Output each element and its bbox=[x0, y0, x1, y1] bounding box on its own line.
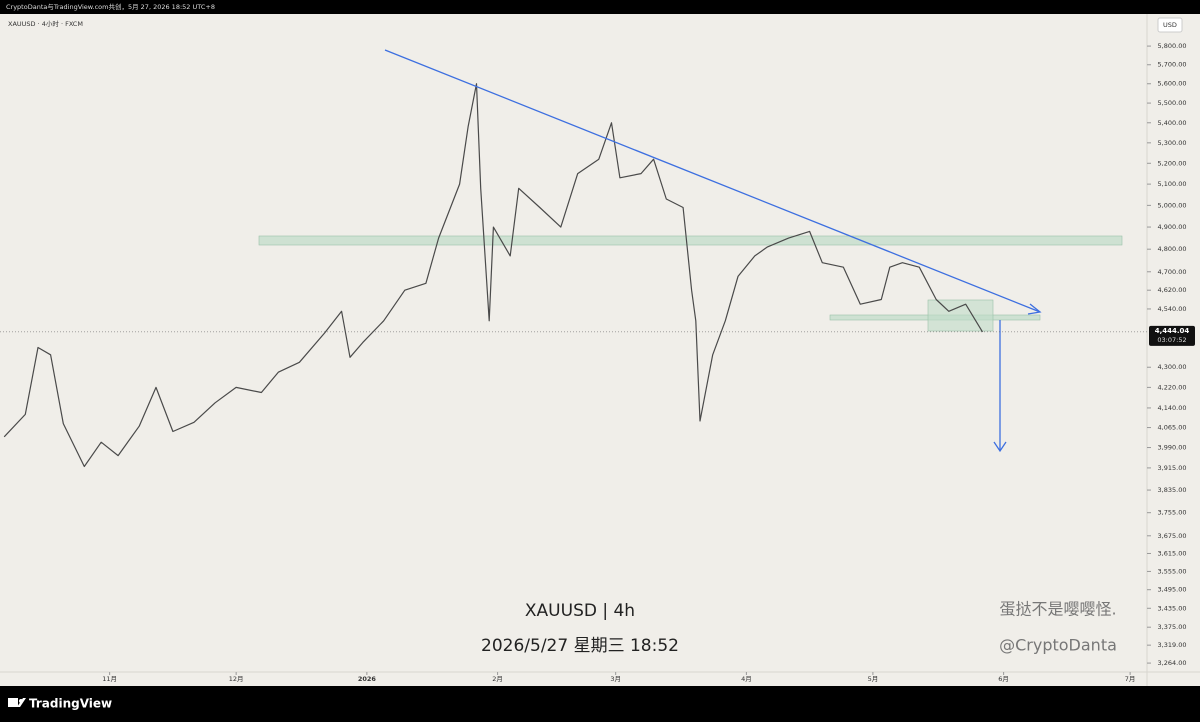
x-tick-label: 4月 bbox=[741, 675, 752, 683]
symbol-info: XAUUSD · 4小时 · FXCM bbox=[8, 19, 83, 28]
x-tick-label: 2月 bbox=[492, 675, 503, 683]
y-tick-label: 3,915.00 bbox=[1158, 464, 1187, 472]
y-tick-label: 3,495.00 bbox=[1158, 586, 1187, 594]
y-tick-label: 3,615.00 bbox=[1158, 549, 1187, 557]
y-tick-label: 5,300.00 bbox=[1158, 139, 1187, 147]
y-tick-label: 5,200.00 bbox=[1158, 159, 1187, 167]
y-tick-label: 5,400.00 bbox=[1158, 119, 1187, 127]
range-box bbox=[927, 299, 994, 332]
chart-background bbox=[0, 14, 1200, 686]
x-tick-label: 6月 bbox=[998, 675, 1009, 683]
y-tick-label: 4,700.00 bbox=[1158, 268, 1187, 276]
y-tick-label: 5,100.00 bbox=[1158, 180, 1187, 188]
y-tick-label: 3,755.00 bbox=[1158, 509, 1187, 517]
brand: TradingView bbox=[29, 697, 112, 711]
y-tick-label: 4,540.00 bbox=[1158, 305, 1187, 313]
x-tick-label: 5月 bbox=[868, 675, 879, 683]
y-tick-label: 4,300.00 bbox=[1158, 363, 1187, 371]
x-tick-label: 12月 bbox=[229, 675, 244, 683]
y-tick-label: 5,700.00 bbox=[1158, 61, 1187, 69]
logo bbox=[8, 698, 26, 707]
current-price-box bbox=[1149, 325, 1195, 346]
currency-box[interactable] bbox=[1157, 17, 1183, 33]
down-arrow-head bbox=[993, 441, 1007, 453]
y-tick-label: 3,990.00 bbox=[1158, 444, 1187, 452]
y-tick-label: 3,319.00 bbox=[1158, 641, 1187, 649]
x-tick-label: 2026 bbox=[358, 675, 377, 683]
y-tick-label: 3,264.00 bbox=[1158, 659, 1187, 667]
price-line bbox=[3, 83, 984, 468]
y-tick-label: 5,600.00 bbox=[1158, 80, 1187, 88]
trend-line bbox=[384, 49, 1041, 313]
watermark-title: XAUUSD | 4h bbox=[525, 601, 635, 621]
current-price-label: 4,444.04 bbox=[1155, 327, 1190, 335]
y-tick-label: 3,375.00 bbox=[1158, 623, 1187, 631]
y-tick-label: 4,065.00 bbox=[1158, 424, 1187, 432]
y-tick-label: 4,140.00 bbox=[1158, 404, 1187, 412]
watermark-date: 2026/5/27 星期三 18:52 bbox=[481, 636, 679, 656]
y-tick-label: 5,000.00 bbox=[1158, 201, 1187, 209]
y-tick-label: 3,675.00 bbox=[1158, 532, 1187, 540]
trend-arrow bbox=[1027, 303, 1042, 315]
y-tick-label: 5,800.00 bbox=[1158, 42, 1187, 50]
y-tick-label: 3,835.00 bbox=[1158, 486, 1187, 494]
currency[interactable]: USD bbox=[1163, 21, 1177, 29]
x-tick-label: 3月 bbox=[610, 675, 621, 683]
x-tick-label: 11月 bbox=[102, 675, 117, 683]
plot bbox=[3, 83, 984, 468]
caption: CryptoDanta与TradingView.com共创，5月 27, 202… bbox=[6, 2, 215, 11]
watermark-author: 蛋挞不是嘤嘤怪. bbox=[999, 600, 1116, 619]
watermark-handle: @CryptoDanta bbox=[999, 636, 1117, 655]
countdown: 03:07:52 bbox=[1157, 336, 1186, 344]
y-tick-label: 5,500.00 bbox=[1158, 99, 1187, 107]
y-tick-label: 3,435.00 bbox=[1158, 604, 1187, 612]
x-tick-label: 7月 bbox=[1125, 675, 1136, 683]
y-tick-label: 4,800.00 bbox=[1158, 245, 1187, 253]
y-tick-label: 3,555.00 bbox=[1158, 567, 1187, 575]
y-tick-label: 4,220.00 bbox=[1158, 383, 1187, 391]
y-tick-label: 4,900.00 bbox=[1158, 223, 1187, 231]
resistance-zone bbox=[258, 235, 1123, 246]
y-tick-label: 4,620.00 bbox=[1158, 286, 1187, 294]
